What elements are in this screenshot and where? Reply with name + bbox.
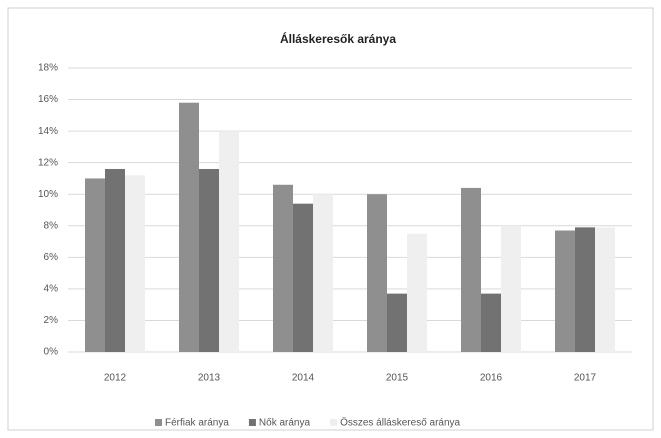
y-tick-label: 12% — [38, 157, 58, 168]
x-tick-label: 2015 — [386, 373, 409, 384]
bar — [125, 175, 145, 352]
bar — [313, 194, 333, 352]
bar — [575, 227, 595, 352]
y-tick-label: 2% — [44, 315, 59, 326]
bar — [179, 102, 199, 352]
bar — [407, 233, 427, 352]
legend-label: Összes álláskereső aránya — [340, 417, 460, 429]
bar — [595, 227, 615, 352]
y-tick-label: 8% — [44, 220, 59, 231]
bar — [461, 187, 481, 352]
y-tick-label: 0% — [44, 347, 59, 358]
y-tick-label: 16% — [38, 94, 58, 105]
bar — [219, 131, 239, 352]
bar — [85, 178, 105, 352]
x-tick-label: 2013 — [198, 373, 221, 384]
y-tick-label: 4% — [44, 284, 59, 295]
legend-swatch — [155, 419, 162, 426]
bar — [105, 168, 125, 352]
x-tick-label: 2016 — [480, 373, 503, 384]
bar — [387, 293, 407, 352]
bar — [367, 194, 387, 352]
legend-swatch — [248, 419, 256, 426]
y-tick-label: 18% — [38, 63, 58, 74]
y-tick-label: 6% — [44, 252, 59, 263]
bar — [273, 184, 293, 352]
legend-swatch — [330, 419, 338, 426]
bar — [199, 168, 219, 352]
x-tick-label: 2012 — [104, 373, 127, 384]
y-tick-label: 14% — [38, 126, 58, 137]
legend-label: Férfiak aránya — [165, 418, 229, 429]
x-tick-label: 2017 — [574, 373, 597, 384]
chart-title: Álláskeresők aránya — [280, 31, 396, 46]
bar — [293, 203, 313, 352]
legend-label: Nők aránya — [259, 418, 311, 429]
y-tick-label: 10% — [38, 189, 58, 200]
bar — [501, 225, 521, 352]
bar — [555, 230, 575, 352]
bar — [481, 293, 501, 352]
x-tick-label: 2014 — [292, 373, 315, 384]
